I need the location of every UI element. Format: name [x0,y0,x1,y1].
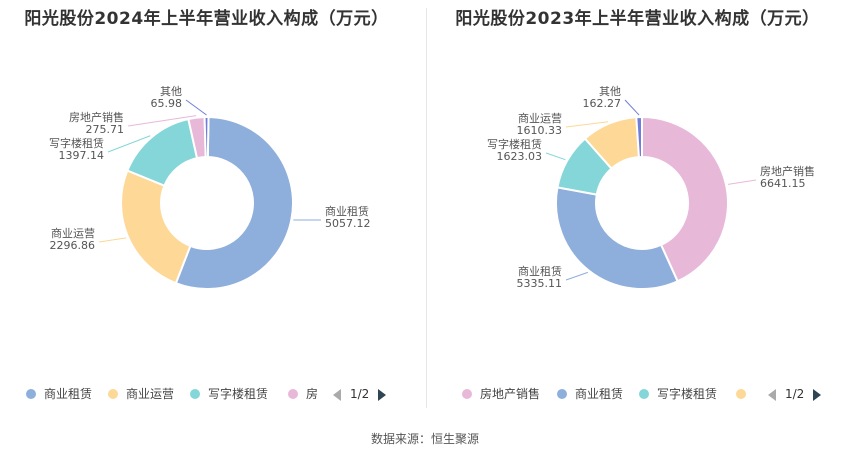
donut-chart-2023: 房地产销售6641.15商业租赁5335.11写字楼租赁1623.03商业运营1… [487,85,815,290]
legend-item[interactable]: 商业运营 [108,384,174,404]
leader-line [565,121,609,128]
next-page-arrow-icon[interactable] [378,388,387,401]
legend-label: 商业运营 [126,387,175,401]
slice-name-label: 商业租赁 [325,204,369,218]
legend-pager: 1/2 [333,384,387,404]
slice-value-label: 1623.03 [497,150,543,163]
slice-value-label: 5057.12 [325,217,371,230]
prev-page-arrow-icon[interactable] [333,388,341,401]
legend-item[interactable]: 商业租赁 [26,384,92,404]
legend-dot [288,388,298,399]
legend-label: 商业租赁 [44,387,93,401]
leader-line [565,271,588,281]
legend-item[interactable]: 写字楼租赁 [190,384,268,404]
legend-label: 写字楼租赁 [208,387,269,401]
legend-pager: 1/2 [768,384,822,404]
legend-2023: 房地产销售 商业租赁 写字楼租赁 1/2 [425,384,850,404]
leader-line [624,99,640,116]
legend-2024: 商业租赁 商业运营 写字楼租赁 房 1/2 [0,384,425,404]
slice-name-label: 写字楼租赁 [487,137,542,151]
legend-label: 写字楼租赁 [657,387,718,401]
donut-slice[interactable] [203,116,210,159]
slice-value-label: 1397.14 [59,149,105,162]
donut-slice[interactable] [174,115,294,290]
donut-slice[interactable] [635,115,643,159]
slice-name-label: 其他 [599,85,621,98]
slice-value-label: 5335.11 [517,277,563,290]
donut-slice[interactable] [555,186,679,290]
legend-dot [639,388,649,399]
donut-slice[interactable] [126,117,199,187]
legend-item[interactable]: 商业租赁 [557,384,623,404]
legend-item[interactable]: 写字楼租赁 [639,384,717,404]
data-source-note: 数据来源：恒生聚源 [370,432,479,446]
chart-panel-2023: 阳光股份2023年上半年营业收入构成（万元） 房地产销售 6641.15 商业租赁 5… [425,0,850,420]
legend-dot [557,388,567,399]
legend-label: 商业租赁 [575,387,624,401]
legend-dot [26,388,36,399]
slice-value-label: 162.27 [583,97,622,110]
slice-value-label: 1610.33 [517,124,563,137]
donut-slice[interactable] [641,115,729,283]
slice-name-label: 房地产销售 [760,164,815,178]
slice-value-label: 2296.86 [50,239,96,252]
slice-value-label: 6641.15 [760,177,806,190]
slice-name-label: 其他 [160,85,182,98]
panel-divider [426,8,427,408]
leader-line [727,179,757,185]
legend-dot [736,388,746,399]
leader-line [98,237,127,243]
slice-value-label: 65.98 [151,97,183,110]
slice-value-label: 275.71 [86,123,125,136]
legend-dot [108,388,118,399]
legend-label: 房 [306,387,319,401]
donut-slice[interactable] [120,169,192,285]
legend-page-indicator: 1/2 [350,387,370,401]
leader-line [107,135,151,153]
slice-name-label: 写字楼租赁 [49,136,104,150]
chart-panel-2024: 阳光股份2024年上半年营业收入构成（万元） 商业租赁 5057.12 商业运营 22… [0,0,425,420]
slice-name-label: 商业租赁 [518,264,562,278]
legend-dot [462,388,472,399]
legend-item[interactable]: 房地产销售 [462,384,540,404]
legend-label: 房地产销售 [480,387,541,401]
slice-name-label: 商业运营 [518,111,562,125]
slice-name-label: 房地产销售 [69,110,124,124]
legend-page-indicator: 1/2 [785,387,805,401]
chart-title-2024: 阳光股份2024年上半年营业收入构成（万元） [24,9,389,29]
legend-item[interactable]: 房 [288,384,326,404]
next-page-arrow-icon[interactable] [813,388,822,401]
slice-name-label: 商业运营 [51,226,95,240]
legend-dot [190,388,200,399]
leader-line [127,115,197,127]
leader-line [185,99,207,116]
chart-title-2023: 阳光股份2023年上半年营业收入构成（万元） [455,9,820,29]
legend-item[interactable] [736,384,754,404]
leader-line [545,152,566,161]
prev-page-arrow-icon[interactable] [768,388,776,401]
